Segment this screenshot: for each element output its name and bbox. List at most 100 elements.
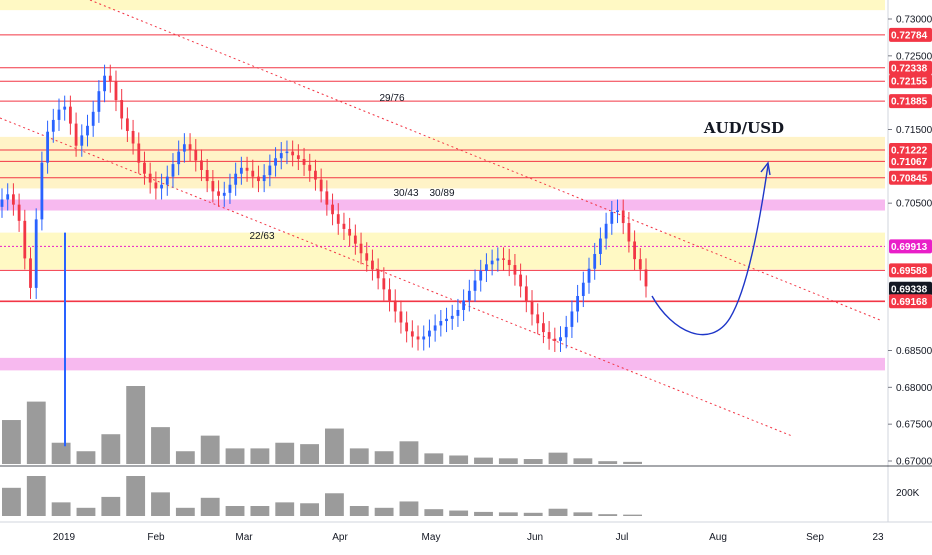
candle-body xyxy=(257,176,260,182)
candle-body xyxy=(638,259,642,270)
candle-body xyxy=(57,109,61,120)
candle-body xyxy=(177,151,181,165)
volume-bar xyxy=(275,442,295,464)
volume-axis-label: 200K xyxy=(896,488,920,499)
level-label-box xyxy=(889,27,932,42)
candle-body xyxy=(11,194,15,205)
candle-body xyxy=(559,337,562,341)
volume-pane-bar xyxy=(151,492,170,516)
volume-pane-bar xyxy=(26,476,46,516)
x-tick-label: Sep xyxy=(806,532,824,543)
volume-pane-bar xyxy=(300,503,319,516)
level-label-box xyxy=(889,142,932,157)
candle-body xyxy=(268,165,272,176)
volume-bar xyxy=(598,461,618,464)
level-label-box xyxy=(889,263,932,278)
candle-body xyxy=(6,194,10,200)
volume-pane-bar xyxy=(250,506,270,516)
volume-pane-bar xyxy=(325,493,344,516)
volume-bar xyxy=(200,435,220,464)
candle-body xyxy=(416,336,420,340)
candle-body xyxy=(479,270,483,281)
x-tick-label: Feb xyxy=(147,532,165,543)
x-tick-label: Mar xyxy=(235,532,253,543)
candle-body xyxy=(120,100,124,119)
level-label: 0.69168 xyxy=(891,297,928,308)
level-label-box xyxy=(889,74,932,89)
candle-body xyxy=(542,323,545,333)
candle-body xyxy=(0,199,4,207)
level-label-box xyxy=(889,94,932,109)
level-label-box xyxy=(889,281,932,296)
candle-body xyxy=(97,91,101,112)
candle-body xyxy=(564,326,568,338)
candle-body xyxy=(524,286,528,302)
price-annotation: 30/89 xyxy=(429,188,454,199)
candle-body xyxy=(405,322,409,332)
candle-body xyxy=(165,176,169,185)
candle-body xyxy=(473,280,477,291)
candle-body xyxy=(519,274,523,287)
x-tick-label: 23 xyxy=(872,532,884,543)
x-tick-label: Jun xyxy=(527,532,543,543)
volume-pane-bar xyxy=(598,514,618,516)
candle-body xyxy=(29,258,32,288)
candle-body xyxy=(46,131,49,163)
price-annotation: 30/43 xyxy=(393,188,418,199)
candle-body xyxy=(371,260,374,270)
volume-bar xyxy=(2,420,21,464)
level-label-box xyxy=(889,239,932,254)
candle-body xyxy=(376,269,380,279)
candle-body xyxy=(262,175,266,182)
candle-body xyxy=(553,338,557,341)
volume-bar xyxy=(175,451,195,464)
volume-bar xyxy=(225,448,245,464)
price-zone xyxy=(0,357,885,371)
candle-body xyxy=(108,75,112,82)
candlesticks xyxy=(0,64,648,447)
level-label: 0.69913 xyxy=(891,242,928,253)
volume-bar xyxy=(449,455,469,464)
volume-pane-bar xyxy=(399,501,419,516)
volume-bar xyxy=(300,444,319,464)
volume-pane-bar xyxy=(548,508,568,516)
channel-line xyxy=(0,117,793,437)
candle-body xyxy=(17,204,21,221)
candle-body xyxy=(644,269,648,287)
volume-bars xyxy=(2,386,642,516)
candle-body xyxy=(388,289,391,301)
y-tick-label: 0.72500 xyxy=(896,51,932,62)
candle-body xyxy=(570,311,574,327)
volume-pane-bar xyxy=(76,507,96,516)
level-label-box xyxy=(889,294,932,309)
x-tick-label: Aug xyxy=(709,532,727,543)
y-tick-label: 0.73000 xyxy=(896,15,932,26)
candle-body xyxy=(63,106,67,110)
candle-body xyxy=(336,214,340,224)
candle-body xyxy=(353,235,357,244)
volume-bar xyxy=(399,441,419,464)
projection-arrow xyxy=(651,161,771,336)
candle-body xyxy=(194,150,198,161)
volume-bar xyxy=(498,458,518,464)
candle-body xyxy=(114,81,118,101)
y-tick-label: 0.71500 xyxy=(896,125,932,136)
candle-body xyxy=(211,181,215,192)
candle-body xyxy=(621,210,625,224)
level-label: 0.72155 xyxy=(891,77,928,88)
time-axis[interactable]: 2019 Feb Mar Apr May Jun Jul Aug Sep 23 xyxy=(53,532,884,543)
volume-bar xyxy=(26,401,46,464)
price-zone xyxy=(0,232,885,270)
candle-body xyxy=(285,151,289,154)
candle-body xyxy=(143,162,146,174)
candle-body xyxy=(182,144,186,152)
candle-body xyxy=(342,223,346,229)
candle-body xyxy=(86,125,89,136)
volume-bar xyxy=(374,451,394,464)
volume-pane-bar xyxy=(126,476,146,516)
volume-bar xyxy=(76,451,96,464)
candle-body xyxy=(485,264,488,271)
candle-body xyxy=(314,170,317,180)
volume-pane-bar xyxy=(275,502,295,516)
